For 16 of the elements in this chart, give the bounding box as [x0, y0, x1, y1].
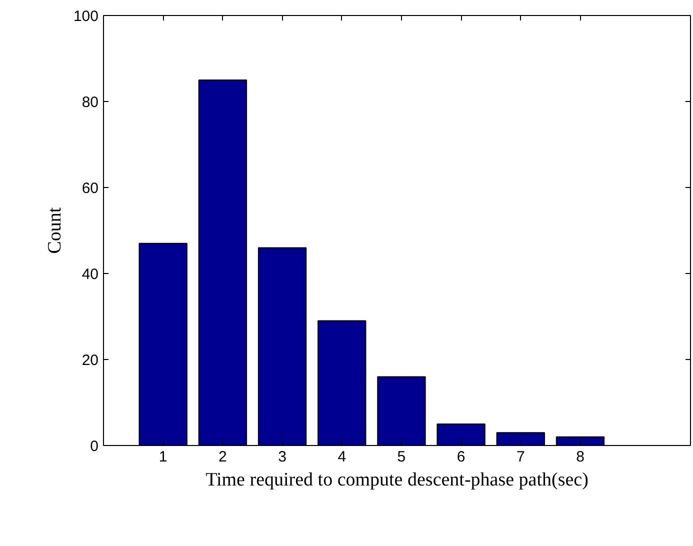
x-tick-label: 2 [218, 448, 227, 466]
x-tick-label: 4 [338, 448, 346, 466]
y-tick-label: 40 [82, 266, 99, 283]
x-tick-label: 8 [576, 448, 584, 466]
x-tick-label: 6 [456, 448, 466, 466]
x-axis-title: Time required to compute descent-phase path(sec) [206, 470, 588, 490]
y-tick-label: 0 [90, 438, 98, 455]
x-tick-label: 1 [158, 448, 168, 466]
x-tick-label: 5 [397, 448, 406, 466]
y-tick-label: 20 [82, 352, 99, 369]
y-tick-label: 60 [82, 180, 99, 197]
x-tick-label: 7 [516, 448, 525, 466]
y-tick-label: 80 [82, 94, 99, 111]
y-tick-label: 100 [73, 8, 99, 25]
x-tick-label: 3 [278, 448, 286, 466]
y-axis-title: Count [44, 206, 66, 254]
